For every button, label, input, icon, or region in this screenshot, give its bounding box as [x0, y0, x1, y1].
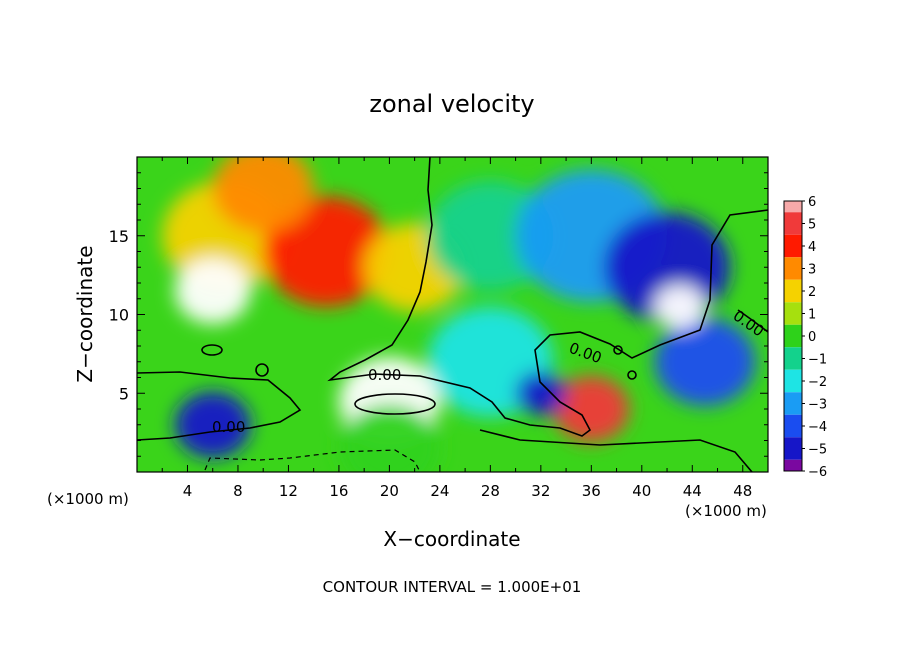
colorbar-label: 4	[808, 240, 816, 255]
colorbar-swatch	[784, 459, 802, 471]
footer-contour-interval: CONTOUR INTERVAL = 1.000E+01	[323, 578, 582, 596]
x-tick-label: 48	[733, 482, 752, 500]
colorbar-swatch	[784, 201, 802, 213]
colorbar-label: −2	[808, 375, 827, 390]
colorbar-label: −3	[808, 398, 827, 413]
x-tick-label: 20	[380, 482, 399, 500]
x-tick-label: 36	[582, 482, 601, 500]
contour-line	[327, 157, 768, 437]
colorbar-label: 1	[808, 308, 816, 323]
colorbar-swatch	[784, 369, 802, 393]
contour-loop	[255, 363, 269, 377]
y-axis: 5 10 15	[109, 172, 768, 457]
contour-label: 0.00	[368, 366, 401, 384]
colorbar-label: 6	[808, 195, 816, 210]
x-tick-label: 4	[183, 482, 193, 500]
field-blob	[654, 317, 756, 406]
field: 0.00 0.00 0.00 0.00	[137, 157, 768, 472]
x-tick-label: 24	[430, 482, 449, 500]
colorbar-swatch	[784, 234, 802, 258]
colorbar-swatch	[784, 302, 802, 325]
colorbar-swatch	[784, 212, 802, 235]
x-tick-label: 28	[481, 482, 500, 500]
x-axis-label: X−coordinate	[383, 527, 520, 551]
field-blob	[338, 404, 440, 472]
field-blob	[263, 196, 390, 307]
y-axis-label: Z−coordinate	[73, 245, 97, 382]
contour-label: 0.00	[212, 418, 245, 436]
colorbar-swatch	[784, 414, 802, 438]
y-tick-label: 10	[109, 306, 129, 325]
colorbar-swatch	[784, 392, 802, 415]
chart-title: zonal velocity	[369, 90, 534, 118]
colorbar-swatch	[784, 347, 802, 370]
contour-loop	[627, 370, 637, 380]
x-tick-label: 12	[279, 482, 298, 500]
colorbar-label: 0	[808, 330, 816, 345]
x-tick-label: 8	[233, 482, 243, 500]
contour-loop	[201, 344, 223, 356]
y-tick-label: 15	[109, 227, 129, 246]
contour-loop	[613, 345, 623, 355]
y-tick-label: 5	[119, 384, 129, 403]
x-tick-label: 32	[531, 482, 550, 500]
contour-line	[137, 371, 302, 441]
field-blob	[515, 371, 567, 416]
x-tick-label: 16	[329, 482, 348, 500]
x-unit-label-left: (×1000 m)	[47, 490, 129, 508]
colorbar-swatch	[784, 257, 802, 280]
colorbar-swatch	[784, 279, 802, 303]
colorbar-label: 3	[808, 263, 816, 278]
x-axis: 4 8 12 16 20 24 28 32 36 40 44 48	[161, 157, 752, 500]
colorbar-label: 2	[808, 285, 816, 300]
x-tick-label: 40	[632, 482, 651, 500]
colorbar-label: −6	[808, 465, 827, 480]
field-blob	[553, 375, 630, 443]
contour-line	[737, 309, 768, 333]
contour-dashed	[204, 449, 421, 472]
field-blob	[212, 157, 314, 233]
colorbar-label: −4	[808, 420, 827, 435]
field-blob	[427, 180, 554, 291]
contour-line	[479, 429, 753, 472]
field-blobs	[162, 157, 756, 472]
zero-contours	[137, 157, 768, 472]
x-unit-label-right: (×1000 m)	[685, 502, 767, 520]
field-blob	[654, 284, 705, 329]
contour-loop	[354, 393, 436, 415]
x-tick-label: 44	[683, 482, 702, 500]
colorbar-label: −1	[808, 353, 827, 368]
colorbar-label: 5	[808, 218, 816, 233]
field-blob	[174, 257, 251, 324]
colorbar-swatch	[784, 437, 802, 460]
field-blob	[174, 391, 251, 458]
colorbar: 6 5 4 3 2 1 0 −1 −2 −3 −4 −5 −6	[783, 195, 827, 480]
colorbar-swatch	[784, 324, 802, 348]
colorbar-label: −5	[808, 443, 827, 458]
